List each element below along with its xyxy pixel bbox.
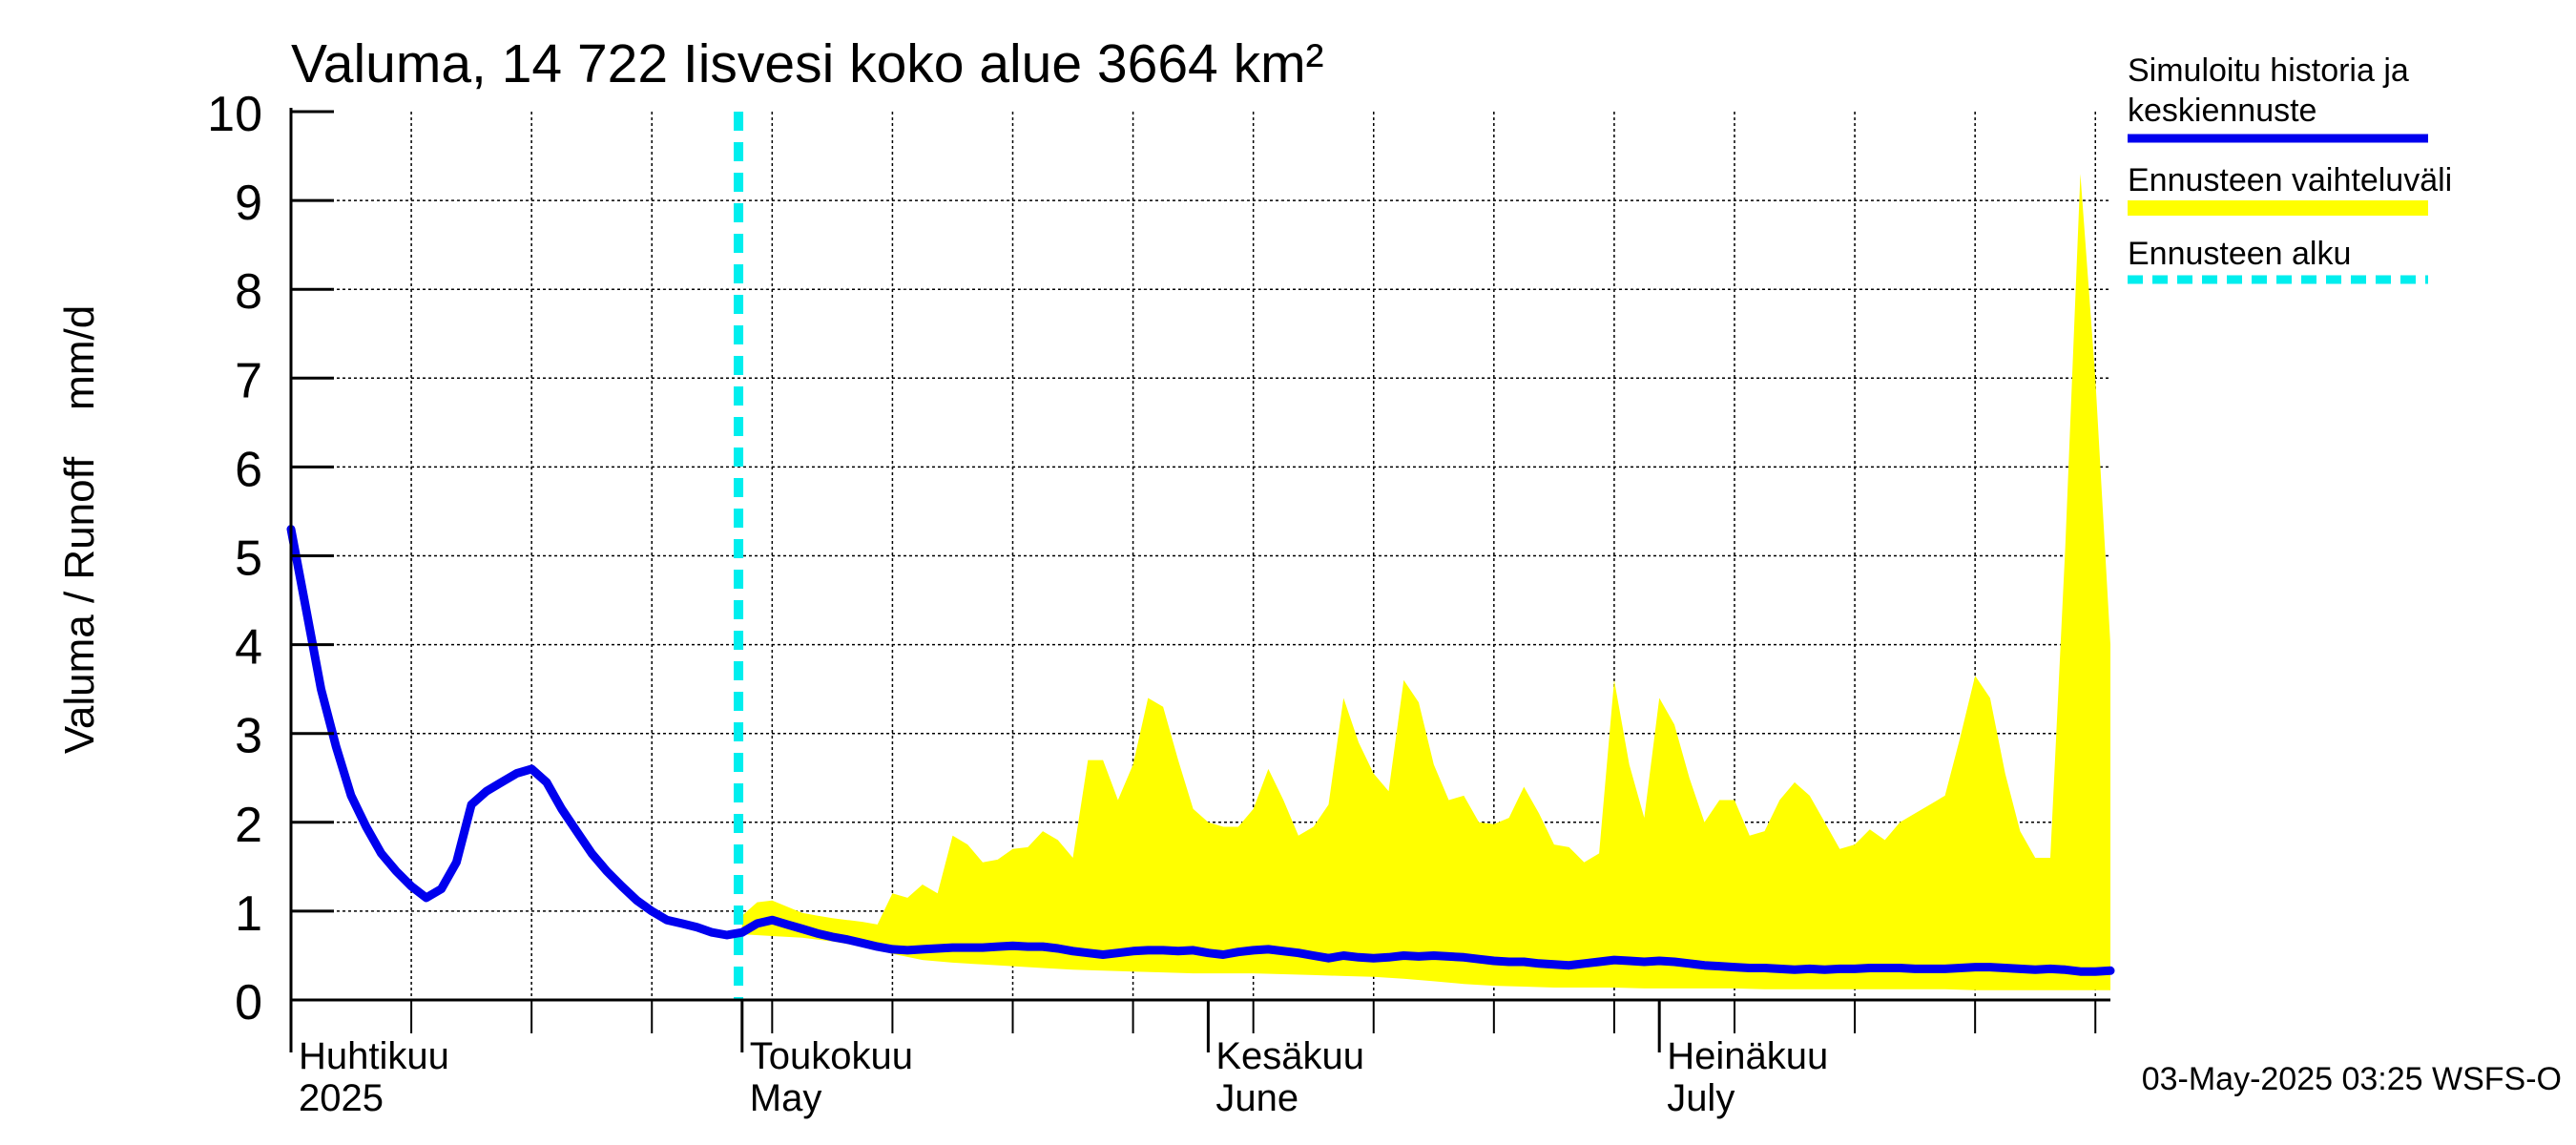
x-month-label-fi: Toukokuu — [750, 1035, 913, 1077]
y-tick-label: 4 — [235, 620, 262, 676]
y-tick-label: 9 — [235, 176, 262, 231]
history-line — [286, 525, 2115, 976]
y-tick-label: 2 — [235, 798, 262, 853]
y-tick-label: 6 — [235, 442, 262, 497]
footer-timestamp: 03-May-2025 03:25 WSFS-O — [2142, 1061, 2562, 1097]
legend-label-range: Ennusteen vaihteluväli — [2128, 162, 2452, 198]
legend-swatch-range — [2128, 200, 2428, 216]
legend: Simuloitu historia ja keskiennuste Ennuste… — [2128, 52, 2452, 284]
range-area — [741, 174, 2110, 990]
x-month-label-en: June — [1215, 1077, 1298, 1119]
history-mean-line — [286, 525, 2115, 976]
y-tick-label: 7 — [235, 353, 262, 408]
y-axis-label: Valuma / Runoff mm/d — [56, 305, 103, 754]
forecast-range-band — [741, 174, 2110, 990]
x-month-label-en: July — [1667, 1077, 1735, 1119]
chart-title: Valuma, 14 722 Iisvesi koko alue 3664 km… — [291, 33, 1324, 94]
y-tick-label: 3 — [235, 709, 262, 764]
y-tick-label: 0 — [235, 975, 262, 1030]
legend-label-history: Simuloitu historia ja — [2128, 52, 2409, 89]
y-axis-ticks: 0 1 2 3 4 5 6 7 8 9 10 — [207, 87, 334, 1030]
y-tick-label: 8 — [235, 264, 262, 320]
y-tick-label: 5 — [235, 531, 262, 587]
legend-label-history-2: keskiennuste — [2128, 93, 2316, 129]
plot-frame — [289, 108, 2110, 1002]
x-month-label-en: May — [750, 1077, 822, 1119]
legend-label-forecast-start: Ennusteen alku — [2128, 236, 2351, 272]
y-tick-label: 1 — [235, 886, 262, 942]
x-month-label-fi: Huhtikuu — [299, 1035, 449, 1077]
x-month-label-en: 2025 — [299, 1077, 384, 1119]
y-tick-label: 10 — [207, 87, 262, 142]
x-month-label-fi: Heinäkuu — [1667, 1035, 1828, 1077]
x-month-label-fi: Kesäkuu — [1215, 1035, 1364, 1077]
